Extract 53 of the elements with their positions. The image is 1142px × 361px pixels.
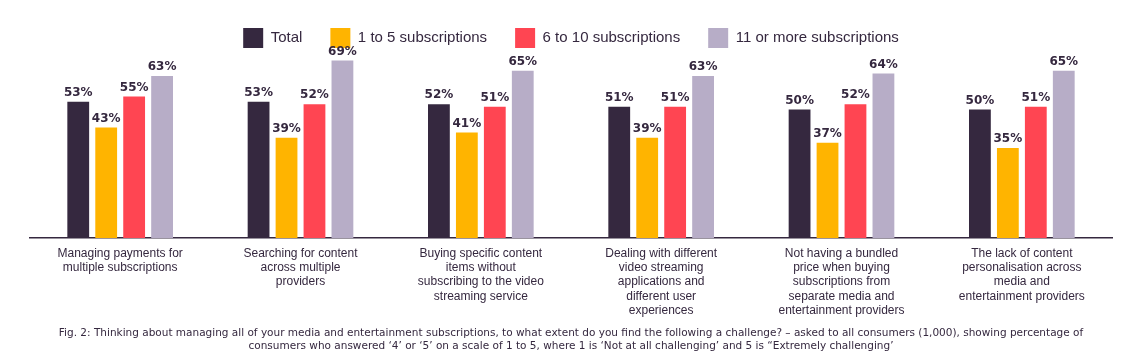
bar [95, 127, 118, 238]
data-label: 37% [813, 125, 842, 140]
bar [483, 106, 506, 238]
bar [816, 142, 839, 238]
data-label: 69% [328, 43, 357, 58]
bar [151, 76, 173, 238]
data-label: 63% [147, 59, 177, 74]
x-tick-label: Searching for content across multiple providers [243, 245, 359, 289]
legend-label: 11 or more subscriptions [735, 28, 899, 46]
data-label: 41% [452, 115, 482, 130]
data-label: 39% [632, 120, 662, 135]
caption: Fig. 2: Thinking about managing all of your media and entertainment subscriptions, to what extent do you find the following a challenge? – asked to all consumers (1,000), showing percentage of consumers who answered ‘4’ or ‘5’ on a scale of 1 to 5, where 1 is ‘Not at all challenging’ and 5 is “Extremely challenging’ [57, 326, 1085, 352]
x-tick-label: Dealing with different video streaming applications and different user experiences [605, 245, 718, 318]
data-label: 51% [604, 89, 634, 104]
data-label: 43% [91, 110, 121, 125]
bar [275, 137, 298, 238]
data-label: 51% [480, 89, 510, 104]
bar [872, 73, 895, 238]
x-tick-label: Buying specific content items without subscribing to the video streaming service [417, 245, 545, 303]
bar [844, 104, 867, 238]
data-label: 65% [1049, 53, 1079, 68]
data-label: 51% [660, 89, 690, 104]
data-label: 65% [508, 53, 538, 68]
bar [331, 60, 354, 238]
data-label: 52% [424, 87, 454, 102]
x-tick-label: Managing payments for multiple subscriptions [57, 245, 183, 274]
data-label: 50% [785, 92, 814, 107]
bar [636, 137, 659, 238]
data-label: 35% [993, 131, 1023, 146]
data-label: 53% [63, 84, 93, 99]
legend-label: 6 to 10 subscriptions [542, 28, 681, 46]
data-label: 52% [841, 87, 870, 102]
bar [664, 106, 687, 238]
data-label: 64% [869, 56, 898, 71]
data-label: 63% [688, 59, 718, 74]
x-tick-label: The lack of content personalisation across media and entertainment providers [958, 245, 1085, 303]
legend-label: 1 to 5 subscriptions [357, 28, 488, 46]
bar [455, 132, 478, 238]
data-label: 52% [300, 87, 329, 102]
data-label: 50% [965, 92, 995, 107]
data-label: 53% [244, 84, 273, 99]
legend-label: Total [270, 28, 303, 46]
data-label: 55% [119, 79, 149, 94]
bar [996, 148, 1019, 238]
bar [692, 76, 714, 238]
bar [511, 70, 534, 238]
data-label: 51% [1021, 89, 1051, 104]
bar [1052, 70, 1075, 238]
bar [1024, 106, 1047, 238]
bar [303, 104, 326, 238]
x-tick-label: Not having a bundled price when buying subscriptions from separate media and entertainment providers [778, 245, 905, 318]
data-label: 39% [272, 120, 301, 135]
bar [123, 96, 146, 238]
